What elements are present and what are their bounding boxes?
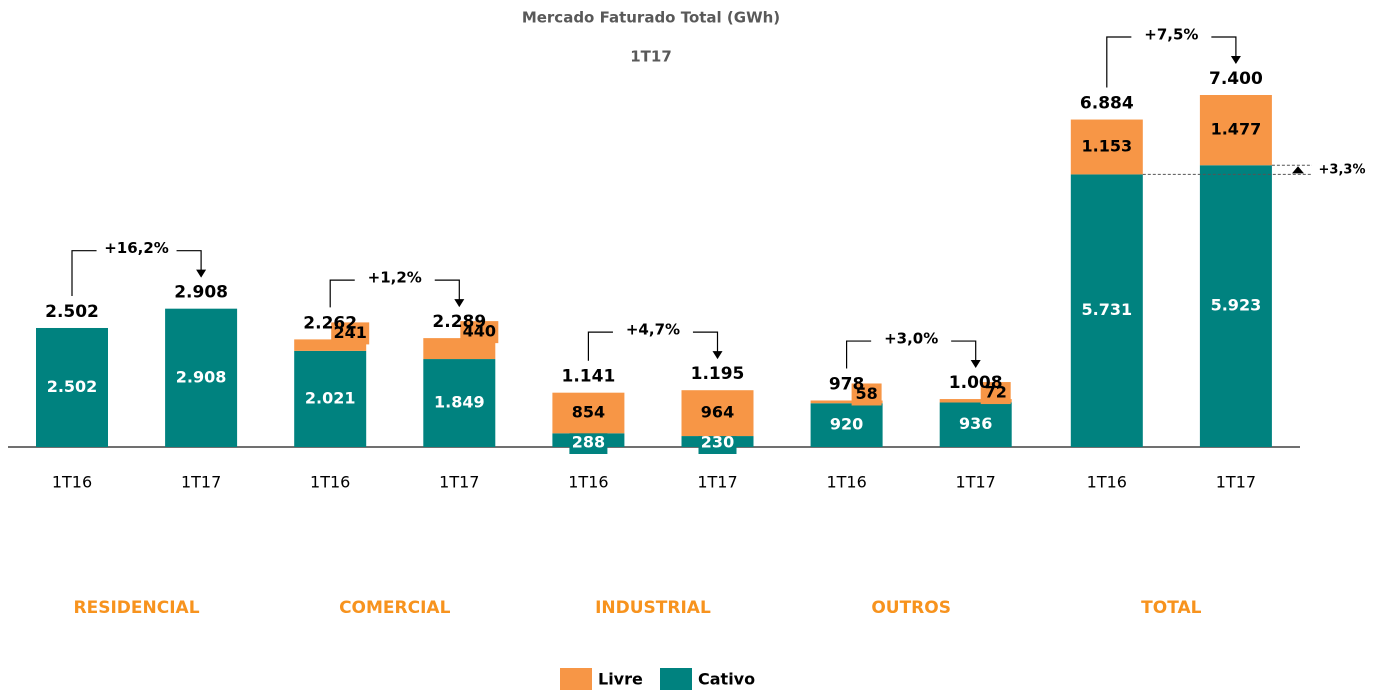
label-box	[569, 432, 608, 454]
growth-arrow	[1230, 56, 1241, 64]
value-label: 2.908	[176, 367, 227, 386]
bar-segment	[1199, 95, 1272, 166]
value-label: 5.923	[1211, 296, 1262, 315]
label-box	[980, 382, 1011, 405]
label-box	[698, 432, 737, 454]
bar-segment	[36, 327, 108, 447]
chart-title: Mercado Faturado Total (GWh)	[522, 9, 780, 27]
growth-bracket	[1106, 36, 1237, 88]
growth-bracket	[71, 250, 202, 296]
value-label: 936	[959, 414, 992, 433]
growth-bracket	[329, 279, 460, 308]
value-label: 964	[701, 403, 734, 422]
label-box	[851, 383, 882, 406]
growth-arrow	[196, 269, 207, 278]
group-label: RESIDENCIAL	[74, 598, 200, 618]
value-label: 2.502	[47, 377, 98, 396]
x-tick-label: 1T17	[697, 473, 737, 492]
value-label: 854	[572, 402, 605, 421]
bar-segment	[165, 308, 238, 447]
total-label: 1.008	[949, 373, 1003, 393]
value-label: 920	[830, 415, 863, 434]
label-box	[331, 322, 370, 345]
value-label: 72	[985, 383, 1007, 402]
bar-segment	[681, 390, 754, 437]
total-label: 7.400	[1209, 69, 1263, 89]
growth-label: +16,2%	[104, 239, 169, 257]
growth-label: +4,7%	[626, 321, 680, 339]
bar-segment	[423, 338, 496, 360]
x-tick-label: 1T16	[310, 473, 350, 492]
bar-segment	[810, 400, 883, 404]
value-label: 230	[701, 433, 734, 452]
total-label: 2.908	[174, 283, 228, 303]
bar-segment	[552, 392, 625, 434]
value-label: 1.849	[434, 393, 485, 412]
bar-segment	[1070, 174, 1143, 448]
bar-segment	[294, 350, 367, 447]
value-label: 58	[855, 384, 877, 403]
total-label: 978	[829, 374, 865, 394]
chart-subtitle: 1T17	[630, 48, 672, 66]
growth-arrow	[712, 351, 723, 360]
legend-label: Cativo	[698, 670, 755, 689]
growth-label: +1,2%	[368, 269, 422, 287]
total-label: 1.141	[562, 367, 616, 387]
value-label: 1.477	[1211, 120, 1262, 139]
value-label: 288	[572, 433, 605, 452]
group-label: INDUSTRIAL	[595, 598, 711, 618]
x-tick-label: 1T17	[181, 473, 221, 492]
x-tick-label: 1T17	[439, 473, 479, 492]
x-tick-label: 1T16	[826, 473, 866, 492]
total-label: 6.884	[1080, 94, 1134, 114]
label-box	[460, 321, 499, 344]
total-label: 1.195	[691, 364, 745, 384]
x-tick-label: 1T17	[956, 473, 996, 492]
growth-label: +3,3%	[1319, 162, 1366, 177]
value-label: 1.153	[1081, 136, 1132, 155]
growth-arrow	[454, 299, 465, 308]
bar-segment	[423, 359, 496, 447]
bar-segment	[939, 399, 1012, 403]
legend-swatch	[660, 668, 692, 690]
bar-segment	[1070, 119, 1143, 175]
x-tick-label: 1T17	[1216, 473, 1256, 492]
growth-bracket	[587, 331, 719, 361]
growth-label: +7,5%	[1144, 26, 1198, 44]
x-tick-label: 1T16	[52, 473, 92, 492]
group-label: COMERCIAL	[339, 598, 451, 618]
bar-segment	[294, 339, 367, 351]
bar-segment	[1199, 165, 1272, 447]
growth-arrow	[1292, 166, 1304, 174]
value-label: 2.021	[305, 388, 356, 407]
x-tick-label: 1T16	[1087, 473, 1127, 492]
group-label: OUTROS	[871, 598, 951, 618]
legend-swatch	[560, 668, 592, 690]
total-label: 2.502	[45, 302, 99, 322]
growth-label: +3,0%	[884, 330, 938, 348]
value-label: 5.731	[1081, 300, 1132, 319]
growth-arrow	[970, 360, 981, 369]
total-label: 2.289	[432, 312, 486, 332]
x-tick-label: 1T16	[568, 473, 608, 492]
legend-label: Livre	[598, 670, 643, 689]
value-label: 241	[333, 323, 366, 342]
bar-segment	[810, 403, 883, 447]
value-label: 440	[463, 322, 496, 341]
group-label: TOTAL	[1141, 598, 1201, 618]
bar-segment	[939, 402, 1012, 447]
total-label: 2.262	[303, 313, 357, 333]
growth-bracket	[846, 340, 977, 369]
